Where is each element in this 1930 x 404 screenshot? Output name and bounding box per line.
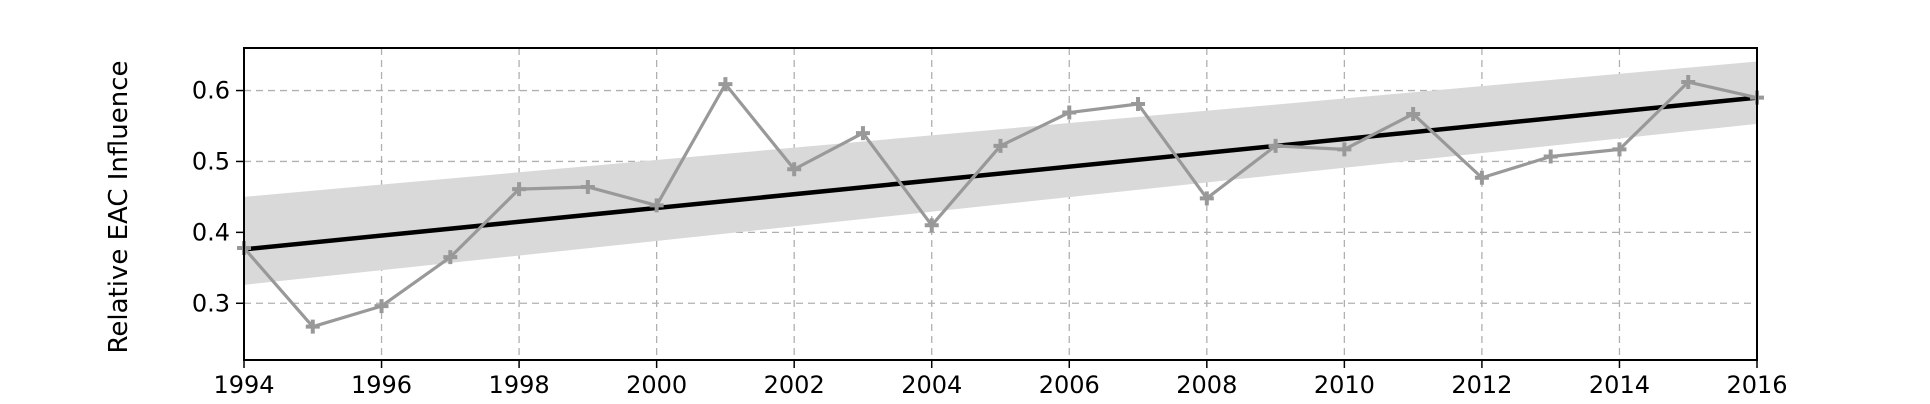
data-point-marker [787,162,802,177]
data-point-marker [1681,75,1696,90]
data-point-marker [993,138,1008,153]
trend-line [243,95,1758,252]
y-tick-label: 0.3 [192,289,230,317]
data-point-marker [1612,142,1627,157]
data-point-marker [1543,149,1558,164]
data-point-marker [374,299,389,314]
x-tick-label: 1996 [351,371,412,399]
y-tick-label: 0.6 [192,77,230,105]
x-tick-label: 2000 [626,371,687,399]
x-tick-label: 2002 [764,371,825,399]
data-point-marker [1062,105,1077,120]
x-tick-label: 2004 [901,371,962,399]
data-point-marker [1199,191,1214,206]
data-point-marker [855,126,870,141]
data-point-marker [1406,106,1421,121]
x-tick-label: 2008 [1176,371,1237,399]
data-point-marker [512,182,527,197]
x-tick-label: 2016 [1726,371,1787,399]
x-tick-label: 2014 [1589,371,1650,399]
data-point-marker [305,319,320,334]
x-tick-label: 2010 [1314,371,1375,399]
data-point-marker [1131,97,1146,112]
y-tick-label: 0.4 [192,218,230,246]
data-point-marker [580,179,595,194]
trend-layer [243,95,1758,252]
plot-frame [243,47,1758,361]
data-point-marker [443,250,458,265]
x-tick-label: 1994 [213,371,274,399]
x-tick-label: 1998 [489,371,550,399]
data-point-marker [924,218,939,233]
x-tick-label: 2012 [1451,371,1512,399]
data-point-marker [718,77,733,92]
y-tick-label: 0.5 [192,147,230,175]
x-tick-label: 2006 [1039,371,1100,399]
data-point-marker [649,198,664,213]
data-point-marker [1474,170,1489,185]
axes: 1994 1996 1998 2000 2002 2004 2006 2008 2010 2012… [192,47,1788,399]
data-point-marker [1337,142,1352,157]
y-axis-title: Relative EAC Influence [104,60,134,353]
data-point-marker [1268,138,1283,153]
